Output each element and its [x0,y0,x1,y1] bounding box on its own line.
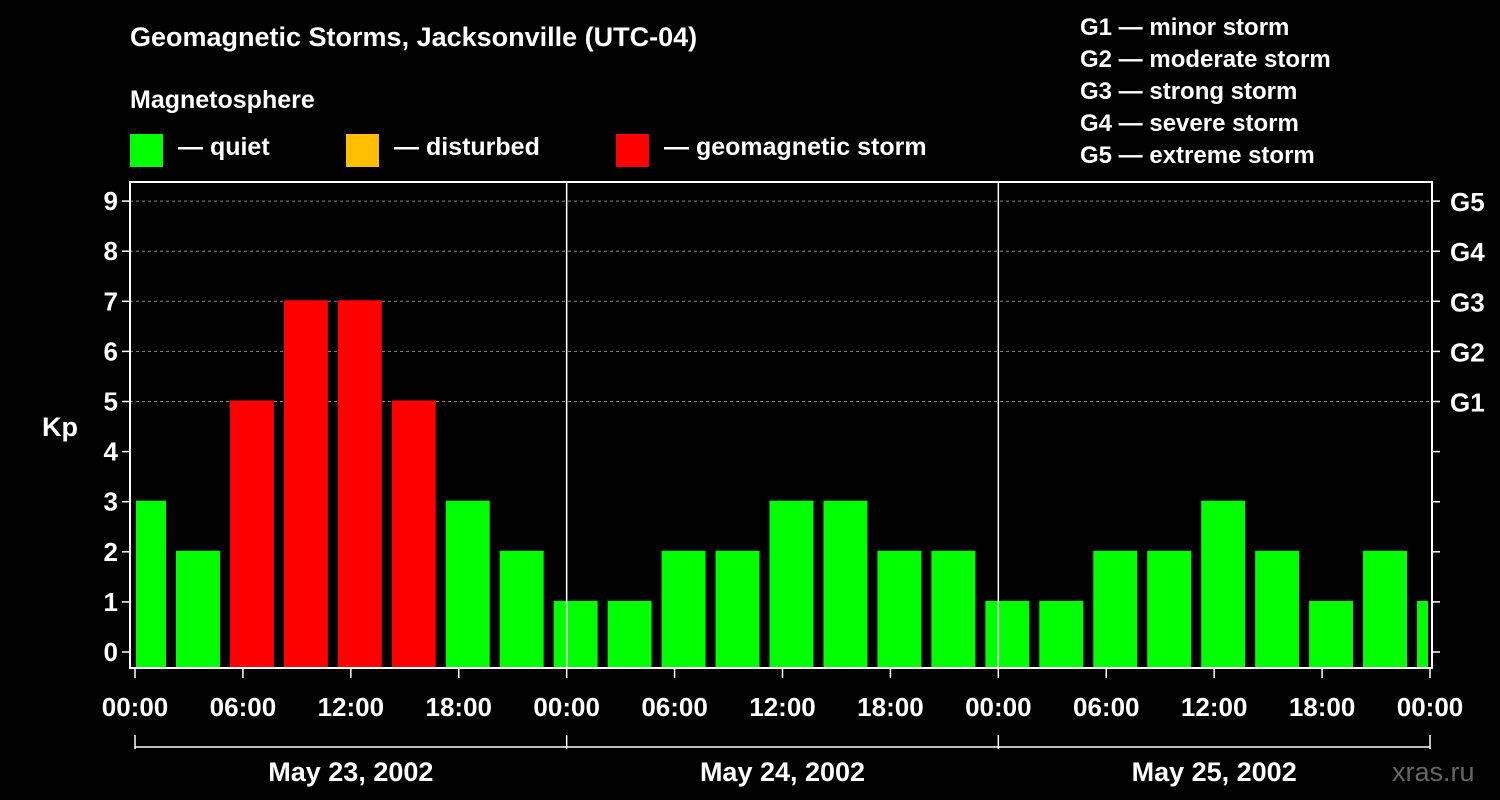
bar-12 [769,500,814,668]
x-tick-label-6: 12:00 [749,692,816,722]
x-tick-label-10: 12:00 [1181,692,1248,722]
x-tick-label-5: 06:00 [641,692,708,722]
bar-9 [607,600,652,668]
day-label-0: May 23, 2002 [268,757,433,787]
bar-10 [661,550,706,668]
day-label-2: May 25, 2002 [1132,757,1297,787]
g-level-g5: G5 — extreme storm [1080,142,1315,169]
bar-17 [1039,600,1084,668]
y-tick-label-2: 2 [104,537,118,567]
g-tick-label-G3: G3 [1450,287,1485,317]
bar-7 [499,550,544,668]
bar-20 [1201,500,1246,668]
g-level-g2: G2 — moderate storm [1080,46,1331,73]
day-label-1: May 24, 2002 [700,757,865,787]
magnetosphere-heading: Magnetosphere [130,86,315,114]
legend-swatch-storm [616,134,649,167]
y-axis-label: Kp [42,412,78,442]
legend-swatch-disturbed [346,134,379,167]
bar-2 [229,400,274,668]
bar-16 [985,600,1030,668]
g-tick-label-G2: G2 [1450,337,1485,367]
g-level-g1: G1 — minor storm [1080,14,1290,41]
g-tick-label-G5: G5 [1450,187,1485,217]
bar-14 [877,550,922,668]
bar-6 [445,500,490,668]
x-tick-label-0: 00:00 [102,692,169,722]
y-tick-label-7: 7 [104,286,118,316]
legend-swatch-quiet [130,134,163,167]
legend-label-quiet: — quiet [178,133,270,161]
y-tick-label-5: 5 [104,387,118,417]
bar-15 [931,550,976,668]
bar-4 [337,300,382,668]
y-tick-label-4: 4 [104,437,119,467]
bar-11 [715,550,760,668]
legend-label-disturbed: — disturbed [394,133,540,161]
bar-5 [391,400,436,668]
g-level-g4: G4 — severe storm [1080,110,1299,137]
bar-8 [553,600,598,668]
x-tick-label-4: 00:00 [533,692,600,722]
bar-24 [1417,600,1428,668]
bar-23 [1363,550,1408,668]
legend-label-storm: — geomagnetic storm [664,133,927,161]
x-tick-label-11: 18:00 [1289,692,1356,722]
watermark: xras.ru [1392,757,1475,787]
g-tick-label-G1: G1 [1450,388,1485,418]
bar-19 [1147,550,1192,668]
bar-13 [823,500,868,668]
x-tick-label-8: 00:00 [965,692,1032,722]
y-tick-label-6: 6 [104,336,118,366]
x-tick-label-3: 18:00 [426,692,493,722]
x-tick-label-9: 06:00 [1073,692,1140,722]
y-tick-label-0: 0 [104,637,118,667]
x-tick-label-2: 12:00 [318,692,385,722]
y-tick-label-9: 9 [104,186,118,216]
bar-3 [283,300,328,668]
bar-1 [175,550,220,668]
plot-frame [129,181,1433,669]
y-tick-label-1: 1 [104,587,118,617]
bar-21 [1255,550,1300,668]
g-level-g3: G3 — strong storm [1080,78,1298,105]
chart-title: Geomagnetic Storms, Jacksonville (UTC-04… [130,22,698,52]
y-tick-label-8: 8 [104,236,118,266]
bar-0 [136,500,166,668]
g-tick-label-G4: G4 [1450,237,1485,267]
bar-18 [1093,550,1138,668]
x-tick-label-1: 06:00 [210,692,277,722]
bar-22 [1309,600,1354,668]
x-tick-label-12: 00:00 [1397,692,1464,722]
x-tick-label-7: 18:00 [857,692,924,722]
y-tick-label-3: 3 [104,487,118,517]
